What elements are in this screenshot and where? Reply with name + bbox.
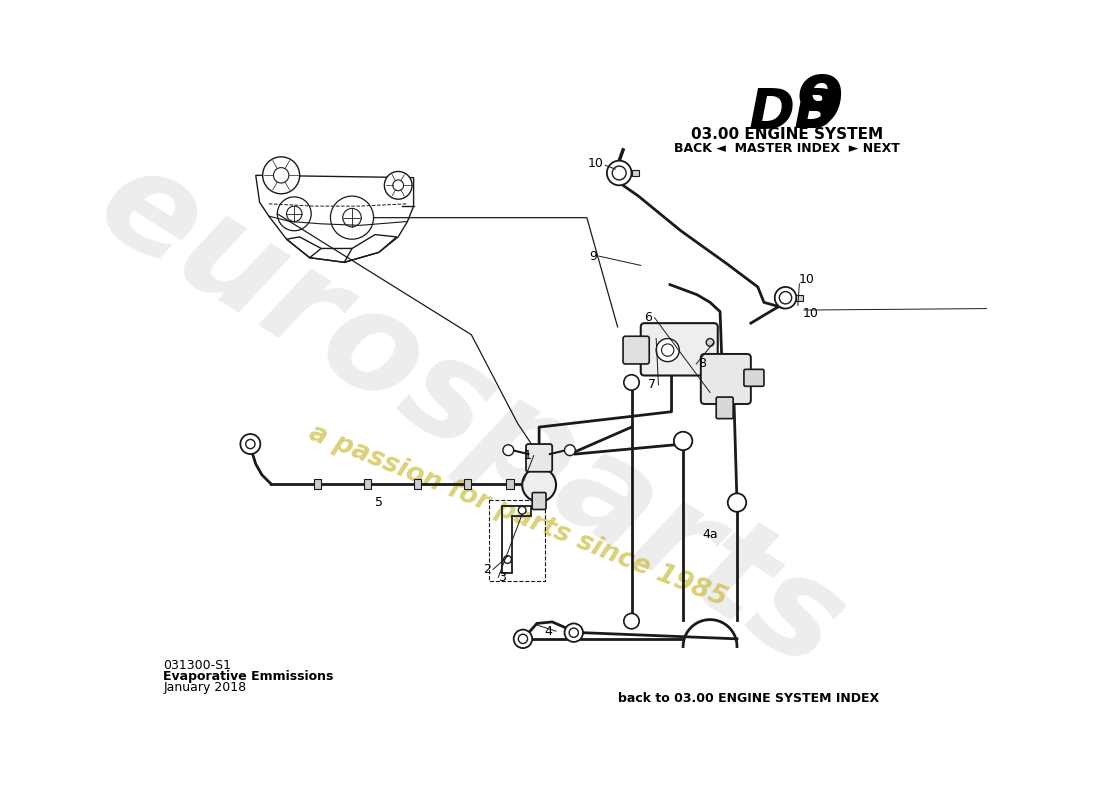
Bar	[631, 170, 639, 176]
Bar	[363, 478, 372, 490]
Circle shape	[624, 614, 639, 629]
Text: Evaporative Emmissions: Evaporative Emmissions	[163, 670, 333, 683]
Text: BACK ◄  MASTER INDEX  ► NEXT: BACK ◄ MASTER INDEX ► NEXT	[674, 142, 900, 155]
FancyBboxPatch shape	[623, 336, 649, 364]
Circle shape	[564, 623, 583, 642]
Text: 8: 8	[698, 358, 706, 370]
Circle shape	[728, 494, 746, 512]
FancyBboxPatch shape	[744, 370, 763, 386]
Text: 9: 9	[793, 73, 844, 142]
Text: 03.00 ENGINE SYSTEM: 03.00 ENGINE SYSTEM	[691, 127, 883, 142]
Bar	[796, 294, 803, 301]
Text: 2: 2	[483, 563, 491, 576]
Circle shape	[656, 338, 680, 362]
Text: 4: 4	[544, 625, 552, 638]
Bar	[314, 478, 321, 490]
FancyBboxPatch shape	[701, 354, 751, 404]
Circle shape	[241, 434, 261, 454]
Circle shape	[504, 556, 512, 563]
FancyBboxPatch shape	[716, 397, 733, 418]
Circle shape	[384, 171, 412, 199]
Circle shape	[607, 161, 631, 186]
Circle shape	[518, 506, 526, 514]
Text: 3: 3	[498, 570, 506, 584]
Text: back to 03.00 ENGINE SYSTEM INDEX: back to 03.00 ENGINE SYSTEM INDEX	[618, 692, 879, 705]
Circle shape	[774, 287, 796, 309]
Circle shape	[674, 432, 692, 450]
Text: 6: 6	[645, 311, 652, 324]
Circle shape	[564, 445, 575, 455]
Circle shape	[514, 630, 532, 648]
Text: 10: 10	[799, 273, 815, 286]
Circle shape	[503, 445, 514, 455]
Text: 10: 10	[588, 158, 604, 170]
Text: DB: DB	[749, 86, 837, 140]
Text: 1: 1	[524, 449, 531, 462]
Circle shape	[522, 468, 557, 502]
Bar	[464, 478, 472, 490]
Text: eurosparts: eurosparts	[75, 133, 868, 698]
Circle shape	[263, 157, 299, 194]
Text: a passion for parts since 1985: a passion for parts since 1985	[305, 419, 730, 612]
Text: 9: 9	[590, 250, 597, 262]
FancyBboxPatch shape	[532, 493, 546, 510]
Bar	[506, 478, 514, 490]
Text: 5: 5	[375, 496, 383, 509]
Text: 10: 10	[802, 306, 818, 320]
Text: 7: 7	[648, 378, 657, 391]
Text: 4a: 4a	[702, 529, 718, 542]
FancyBboxPatch shape	[640, 323, 717, 375]
Text: January 2018: January 2018	[163, 681, 246, 694]
Circle shape	[706, 338, 714, 346]
Bar	[414, 478, 421, 490]
FancyBboxPatch shape	[526, 444, 552, 472]
Circle shape	[624, 374, 639, 390]
Text: 031300-S1: 031300-S1	[163, 659, 231, 672]
